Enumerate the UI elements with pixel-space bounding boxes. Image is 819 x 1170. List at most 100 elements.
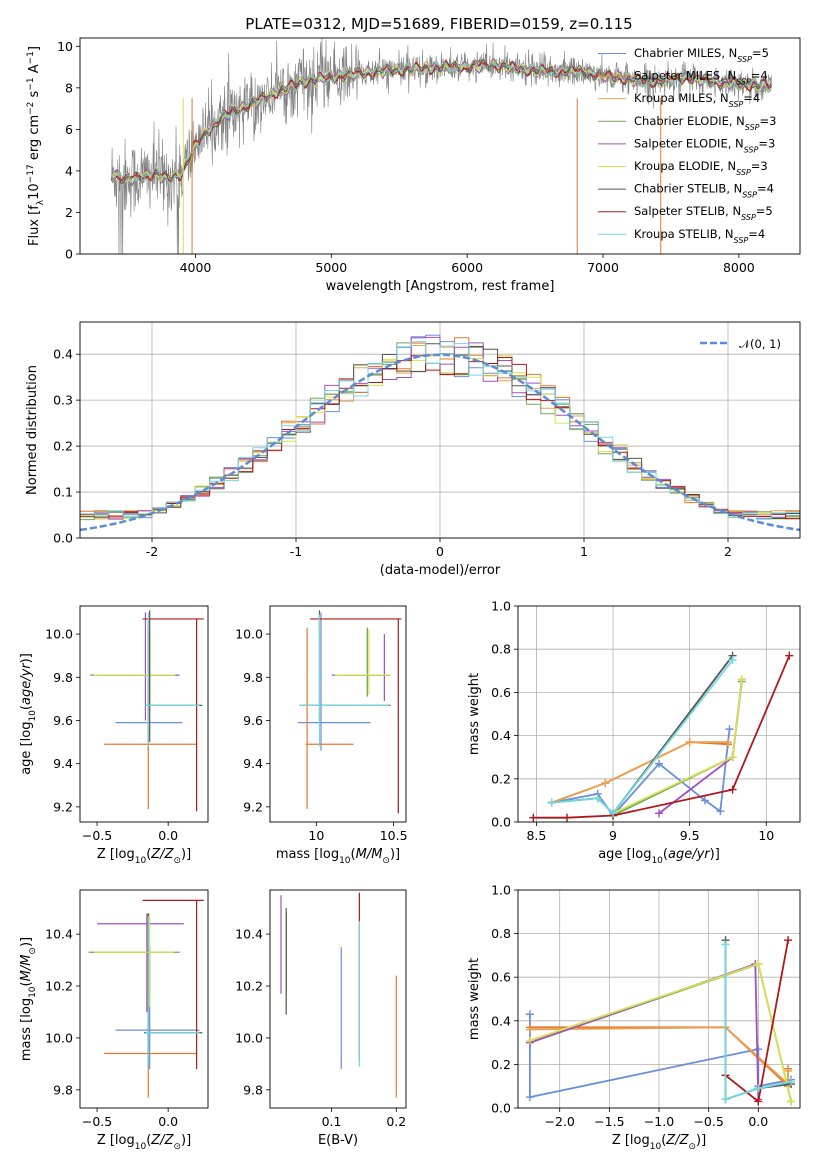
weight-point-salpeter-stelib — [784, 936, 793, 945]
model-spectrum-kroupa-elodie — [110, 59, 772, 185]
legend-label-kroupa-elodie: Kroupa ELODIE, NSSP=3 — [634, 159, 768, 177]
label-part: ( — [146, 1133, 151, 1148]
label-part: ⊙ — [173, 856, 181, 866]
errorbar-chabrier-stelib — [299, 610, 391, 721]
errorbar-kroupa-miles — [341, 629, 391, 695]
y-tick-label: 10.2 — [235, 979, 263, 994]
x-axis-label: E(B-V) — [318, 1133, 358, 1148]
y-tick-label: 10.2 — [45, 979, 73, 994]
label-part: age [log — [19, 722, 34, 775]
y-tick-label: 0.0 — [53, 531, 73, 546]
errorbar-salpeter-miles — [104, 975, 197, 1098]
x-tick-label: 0.0 — [158, 1114, 178, 1129]
label-part: ( — [661, 1133, 666, 1148]
weight-point-kroupa-stelib — [787, 1077, 796, 1086]
x-tick-label: 8.5 — [526, 828, 546, 843]
axes-frame — [79, 889, 209, 1109]
y-tick-label: 0.6 — [491, 685, 511, 700]
label-part: )] — [181, 847, 191, 862]
y-tick-label: 0.1 — [53, 485, 73, 500]
x-tick-label: 2 — [724, 544, 732, 559]
axes-frame — [79, 321, 801, 539]
label-part: s — [27, 90, 42, 101]
label-part: 10 — [339, 856, 351, 866]
y-axis-label: mass weight — [467, 958, 482, 1040]
label-part: )] — [696, 1133, 706, 1148]
label-part: SSP — [736, 77, 751, 86]
axes-age-vs-Z: −0.5 0.09.29.49.69.810.0Z [log10(Z/Z⊙)]ag… — [19, 605, 209, 866]
errorbar-salpeter-elodie — [331, 634, 391, 702]
normal-distribution-curve — [80, 353, 800, 532]
legend-label-kroupa-stelib: Kroupa STELIB, NSSP=4 — [634, 227, 765, 245]
label-part: Chabrier STELIB, N — [634, 182, 742, 196]
label-part: )] — [710, 847, 720, 862]
model-spectrum-chabrier-stelib — [111, 58, 772, 185]
panel-residuals: -2 -1 0 1 2 0.0 0.1 0.2 0.3 0.4 (data-model)/error… — [25, 321, 801, 578]
label-part: )] — [19, 937, 34, 947]
axes-massweight-vs-Z: −2.0 −1.5 −1.0 −0.5 0.0 0.0 0.2 0.4 0.6 0.8 1.0 Z [… — [467, 883, 801, 1152]
grid-massweight-vs-Z — [518, 890, 800, 1108]
y-tick-label: 1.0 — [491, 599, 511, 614]
y-tick-label: 0.4 — [491, 728, 511, 743]
plot-area-massweight-vs-Z — [518, 890, 800, 1108]
y-tick-label: 0.3 — [53, 393, 73, 408]
label-part: SSP — [737, 55, 752, 64]
legend-label-salpeter-stelib: Salpeter STELIB, NSSP=5 — [634, 204, 773, 222]
weight-point-salpeter-stelib — [563, 813, 572, 822]
y-tick-label: 9.8 — [243, 670, 263, 685]
weight-line-kroupa-miles — [551, 741, 728, 804]
y-tick-label: 10.0 — [45, 627, 73, 642]
label-part: Kroupa MILES, N — [634, 91, 729, 105]
x-axis-label: Z [log10(Z/Z⊙)] — [97, 847, 191, 866]
errorbar-kroupa-elodie — [334, 629, 391, 695]
errorbar-salpeter-stelib — [142, 618, 204, 812]
weight-point-kroupa-elodie — [787, 1097, 796, 1106]
errorbar-salpeter-stelib — [142, 899, 204, 1070]
weight-point-kroupa-miles — [784, 1066, 793, 1075]
panel-age-vs-Z: −0.5 0.09.29.49.69.810.0Z [log10(Z/Z⊙)]ag… — [19, 605, 209, 866]
label-part: Kroupa ELODIE, N — [634, 159, 736, 173]
errorbar-chabrier-elodie — [89, 631, 176, 717]
weight-point-kroupa-stelib — [721, 940, 730, 949]
label-part: =4 — [748, 227, 765, 241]
y-axis-label: Normed distribution — [25, 365, 40, 495]
y-tick-label: 0.6 — [491, 970, 511, 985]
y-tick-label: 1.0 — [491, 883, 511, 898]
x-tick-label: 10 — [308, 828, 324, 843]
model-spectrum-kroupa-stelib — [111, 58, 772, 186]
x-tick-label: −0.5 — [693, 1114, 723, 1129]
errorbar-kroupa-elodie — [94, 913, 174, 1007]
label-part: Chabrier MILES, N — [634, 46, 737, 60]
label-part: SSP — [741, 213, 756, 222]
y-tick-label: 10.0 — [45, 1030, 73, 1045]
y-tick-label: 9.2 — [53, 799, 73, 814]
label-part: Z/Z — [150, 847, 174, 862]
y-tick-label: 0.8 — [491, 926, 511, 941]
label-part: )] — [390, 847, 400, 862]
errorbar-kroupa-stelib — [145, 612, 200, 747]
label-part: ( — [19, 981, 34, 986]
x-tick-label: 7000 — [587, 260, 619, 275]
errorbar-salpeter-elodie — [97, 612, 180, 721]
y-tick-label: 0 — [65, 247, 73, 262]
errorbar-kroupa-elodie — [94, 629, 176, 712]
label-part: Salpeter ELODIE, N — [634, 136, 744, 150]
errorbar-salpeter-miles — [104, 625, 197, 810]
weight-line-salpeter-stelib — [533, 655, 791, 819]
label-part: 10 — [135, 856, 147, 866]
weight-point-chabrier-miles — [525, 1093, 534, 1102]
errorbar-salpeter-elodie — [97, 913, 184, 1012]
x-tick-label: 1 — [580, 544, 588, 559]
errorbar-kroupa-stelib — [145, 915, 200, 1067]
axes-frame — [269, 889, 407, 1109]
axes-frame — [269, 605, 407, 823]
label-part: =5 — [752, 46, 769, 60]
y-tick-label: 9.8 — [243, 1082, 263, 1097]
panel-spectrum: 4000 5000 6000 7000 8000 0 2 4 6 8 10 wavelength [A… — [26, 37, 801, 294]
label-part: ] — [27, 46, 42, 51]
axes-mass-vs-Z: −0.5 0.09.810.010.210.4Z [log10(Z/Z⊙)]mas… — [19, 889, 209, 1152]
plot-area-mass-vs-Z — [88, 899, 204, 1098]
weight-point-kroupa-elodie — [525, 1036, 534, 1045]
